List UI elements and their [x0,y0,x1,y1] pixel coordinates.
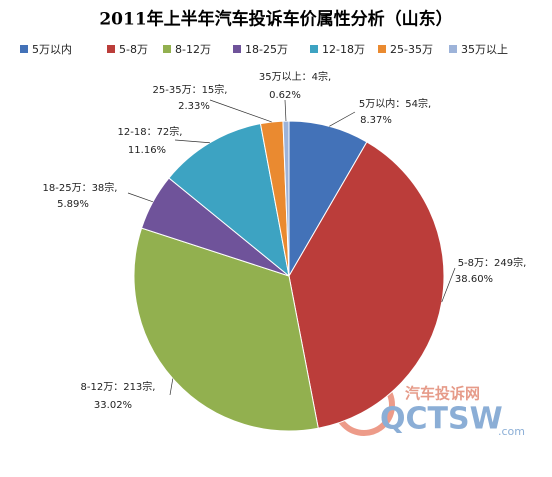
leader-line [329,111,356,127]
legend-swatch [310,45,318,53]
data-label: 35万以上：4宗, [259,70,331,83]
legend-swatch [233,45,241,53]
legend-label: 18-25万 [245,43,288,56]
legend-label: 5-8万 [119,43,148,56]
percent-label: 38.60% [455,274,493,285]
data-label: 25-35万：15宗, [153,83,228,96]
pie-slice [288,141,445,429]
leader-line [127,192,154,203]
percent-label: 11.16% [128,145,166,156]
legend-swatch [107,45,115,53]
percent-label: 2.33% [178,101,210,112]
legend-swatch [378,45,386,53]
percent-label: 0.62% [269,90,301,101]
pie [133,120,445,432]
legend-label: 35万以上 [461,43,508,56]
watermark-domain: .com [498,425,525,438]
pie-slice [168,123,290,278]
leader-line [284,99,287,122]
percent-label: 8.37% [360,115,392,126]
data-label: 8-12万：213宗, [81,380,156,393]
percent-label: 33.02% [94,400,132,411]
data-label: 12-18：72宗, [118,125,183,138]
pie-slice [133,227,319,432]
data-label: 18-25万：38宗, [43,181,118,194]
data-label: 5-8万：249宗, [458,256,527,269]
legend-label: 8-12万 [175,43,211,56]
chart-title: 2011年上半年汽车投诉车价属性分析（山东） [99,9,452,30]
legend-label: 5万以内 [32,42,72,56]
legend-swatch [449,45,457,53]
legend-label: 12-18万 [322,43,365,56]
legend-label: 25-35万 [390,43,433,56]
data-label: 5万以内：54宗, [359,97,431,110]
leader-line [209,99,272,123]
leader-line [174,139,210,144]
leader-line [169,378,174,396]
legend-swatch [163,45,171,53]
pie-slice [282,120,290,277]
legend-swatch [20,45,28,53]
leader-line [441,267,456,303]
watermark: 汽车投诉网 QCTSW .com [333,374,525,438]
watermark-logo: QCTSW [380,402,503,437]
watermark-name: 汽车投诉网 [405,385,480,403]
percent-label: 5.89% [57,199,89,210]
